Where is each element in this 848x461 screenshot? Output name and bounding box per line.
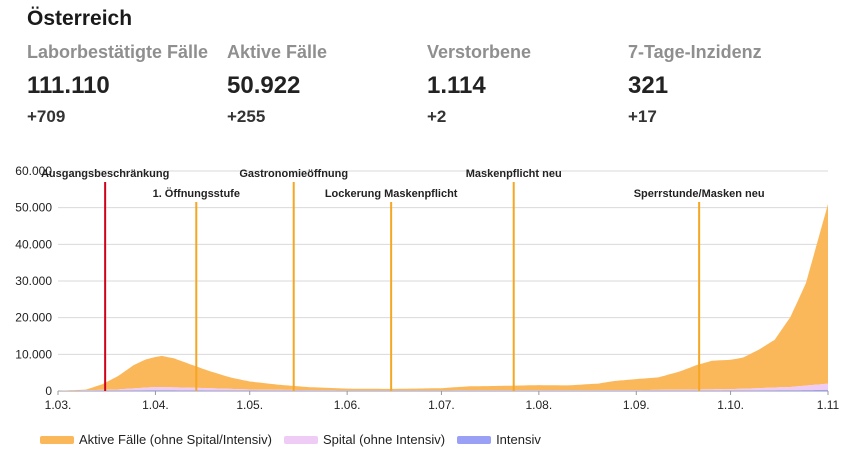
legend-swatch-icu	[457, 435, 492, 444]
stat-change: +2	[427, 107, 447, 126]
legend-item-hospital[interactable]: Spital (ohne Intensiv)	[283, 432, 446, 447]
area-series-hospital	[58, 383, 828, 391]
annotation-label: 1. Öffnungsstufe	[153, 187, 240, 200]
stat-label: Aktive Fälle	[227, 42, 328, 62]
y-tick-label: 50.000	[15, 201, 52, 215]
legend-item-icu[interactable]: Intensiv	[457, 432, 541, 447]
annotation-label: Maskenpflicht neu	[466, 168, 562, 180]
x-tick-label: 1.06.	[334, 398, 361, 412]
stat-change: +255	[227, 107, 266, 126]
stat-active-cases: Aktive Fälle 50.922 +255	[227, 42, 427, 127]
y-tick-label: 10.000	[15, 347, 52, 361]
legend-label: Spital (ohne Intensiv)	[322, 432, 446, 447]
stat-value: 1.114	[427, 72, 486, 99]
page-title: Österreich	[27, 7, 133, 30]
legend-item-active[interactable]: Aktive Fälle (ohne Spital/Intensiv)	[40, 432, 272, 447]
x-tick-label: 1.03.	[45, 398, 72, 412]
x-tick-label: 1.04.	[142, 398, 169, 412]
annotation-label: Lockerung Maskenpflicht	[325, 188, 458, 200]
x-tick-label: 1.05.	[236, 398, 263, 412]
legend-swatch-hospital	[283, 435, 318, 444]
legend-swatch-active	[40, 435, 74, 444]
stat-label: Laborbestätigte Fälle	[27, 42, 209, 62]
chart-legend: Aktive Fälle (ohne Spital/Intensiv) Spit…	[40, 432, 553, 447]
y-tick-label: 40.000	[15, 237, 52, 251]
stat-value: 111.110	[27, 72, 110, 99]
x-tick-label: 1.10.	[717, 398, 744, 412]
area-series-active	[58, 204, 828, 391]
y-tick-label: 30.000	[15, 274, 52, 288]
annotation-label: Ausgangsbeschränkung	[41, 168, 169, 180]
x-tick-label: 1.07.	[428, 398, 455, 412]
x-tick-label: 1.09.	[623, 398, 650, 412]
stat-label: 7-Tage-Inzidenz	[628, 42, 762, 62]
x-tick-label: 1.11	[817, 398, 840, 412]
stat-confirmed-cases: Laborbestätigte Fälle 111.110 +709	[27, 42, 227, 127]
annotation-label: Sperrstunde/Masken neu	[634, 188, 765, 200]
stat-value: 50.922	[227, 72, 301, 99]
legend-label: Aktive Fälle (ohne Spital/Intensiv)	[79, 432, 272, 447]
stat-change: +709	[27, 107, 66, 126]
stat-deaths: Verstorbene 1.114 +2	[427, 42, 627, 127]
area-series-icu	[58, 389, 828, 391]
x-tick-label: 1.08.	[526, 398, 553, 412]
y-tick-label: 60.000	[15, 164, 52, 178]
y-tick-label: 20.000	[15, 311, 52, 325]
stat-value: 321	[628, 72, 669, 99]
stat-7day-incidence: 7-Tage-Inzidenz 321 +17	[628, 42, 828, 127]
y-tick-label: 0	[45, 384, 52, 398]
stat-change: +17	[628, 107, 657, 126]
stat-label: Verstorbene	[427, 42, 532, 62]
annotation-label: Gastronomieöffnung	[239, 168, 348, 180]
legend-label: Intensiv	[496, 432, 541, 447]
